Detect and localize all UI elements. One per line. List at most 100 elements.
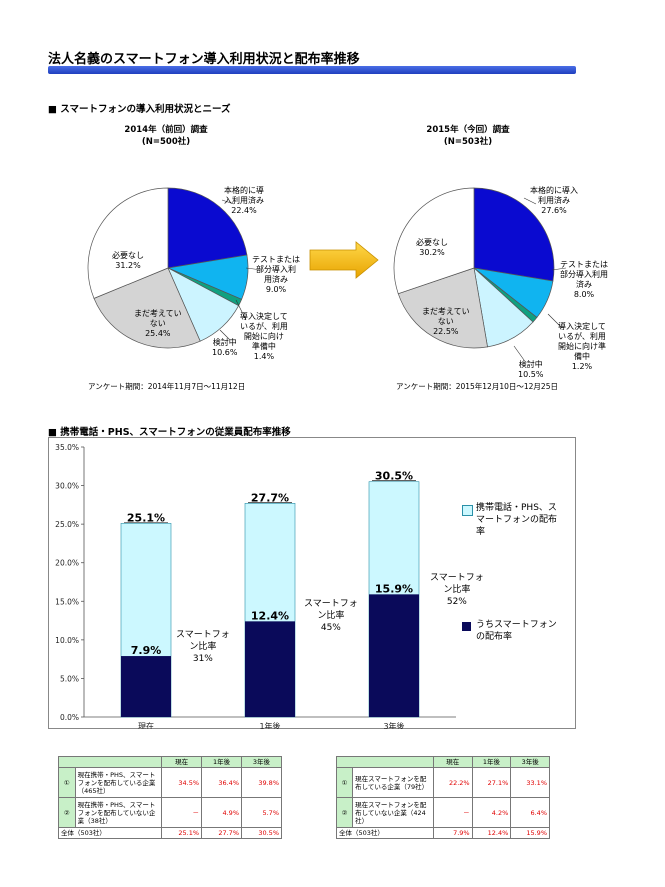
pie1-label-considering: 検討中 10.6% bbox=[212, 338, 237, 358]
table-cell: － bbox=[161, 797, 203, 828]
bar-smartphone bbox=[121, 656, 171, 717]
table-row-no: ① bbox=[335, 767, 354, 798]
pie1-label-unneeded-l1: 必要なし bbox=[112, 251, 144, 260]
pie2-label-full: 本格的に導入 利用済み 27.6% bbox=[530, 186, 578, 216]
y-tick-label: 30.0% bbox=[55, 482, 79, 491]
pie2-label-decided-l4: 備中 bbox=[574, 352, 590, 361]
bar-annotation-now: スマートフォ ン比率 31% bbox=[176, 629, 230, 665]
pie2-title-line1: 2015年（今回）調査 bbox=[426, 125, 510, 135]
data-label-total: 25.1% bbox=[127, 511, 165, 524]
y-tick-label: 15.0% bbox=[55, 597, 79, 606]
table-row-total: 全体（503社） 25.1% 27.7% 30.5% bbox=[57, 827, 282, 839]
table-row-desc: 全体（503社） bbox=[57, 827, 163, 839]
legend-label-total-l3: 率 bbox=[476, 527, 486, 537]
table-header-now: 現在 bbox=[432, 756, 473, 768]
pie1-survey-period: アンケート期間：2014年11月7日～11月12日 bbox=[88, 382, 246, 391]
pie1-slices bbox=[87, 187, 249, 349]
pie2-label-considering-pct: 10.5% bbox=[518, 370, 544, 379]
data-label-total: 30.5% bbox=[375, 470, 413, 483]
arrow-icon bbox=[309, 241, 379, 279]
section-title-distribution: ■ 携帯電話・PHS、スマートフォンの従業員配布率推移 bbox=[48, 427, 291, 438]
pie2-label-test: テストまたは 部分導入利用 済み 8.0% bbox=[560, 260, 608, 300]
table-row: ① 現在携帯・PHS、スマートフォンを配布している企業（465社） 34.5% … bbox=[58, 767, 282, 798]
table-cell: 6.4% bbox=[510, 797, 550, 828]
legend-label-smart: うちスマートフォン の配布率 bbox=[476, 619, 557, 643]
table-row-desc: 全体（503社） bbox=[336, 827, 434, 839]
bar-smartphone bbox=[245, 621, 295, 717]
pie1-label-decided-l2: いるが、利用 bbox=[240, 322, 288, 331]
y-tick-label: 5.0% bbox=[60, 674, 79, 683]
pie2-label-unneeded: 必要なし 30.2% bbox=[416, 238, 448, 258]
pie2-label-considering: 検討中 10.5% bbox=[518, 360, 543, 380]
section-title-adoption: ■ スマートフォンの導入利用状況とニーズ bbox=[48, 104, 231, 115]
pie1-title: 2014年（前回）調査 (N=500社) bbox=[66, 124, 266, 148]
table-row-desc: 現在スマートフォンを配布していない企業（424社） bbox=[352, 797, 434, 828]
pie2-survey-period: アンケート期間：2015年12月10日～12月25日 bbox=[396, 382, 558, 391]
table-cell: 4.9% bbox=[201, 797, 242, 828]
table-cell: 25.1% bbox=[161, 827, 203, 839]
legend-label-total-l2: マートフォンの配布 bbox=[476, 515, 558, 525]
pie1-slice-notyet bbox=[93, 267, 201, 349]
table-cell: 27.1% bbox=[471, 767, 512, 798]
pie1-label-full-l1: 本格的に導 bbox=[224, 186, 264, 195]
pie1-label-notyet-pct: 25.4% bbox=[145, 329, 171, 338]
x-tick-label: 1年後 bbox=[259, 721, 280, 729]
table-row: ② 現在携帯・PHS、スマートフォンを配布していない企業（38社） － 4.9%… bbox=[58, 797, 282, 828]
legend-label-smart-l1: うちスマートフォン bbox=[476, 620, 557, 630]
pie2-label-full-pct: 27.6% bbox=[541, 206, 567, 215]
pie1-slice-unneeded bbox=[87, 187, 169, 299]
pie2-label-notyet-l2: ない bbox=[437, 317, 454, 326]
table-row: ① 現在スマートフォンを配布している企業（79社） 22.2% 27.1% 33… bbox=[335, 767, 550, 798]
pie2-label-test-pct: 8.0% bbox=[573, 290, 595, 299]
pie2-label-decided-l2: いるが、利用 bbox=[558, 332, 606, 341]
pie1-label-decided-l4: 準備中 bbox=[251, 342, 276, 351]
pie-leader-line bbox=[513, 345, 525, 361]
table-smartphone-distribution: 現在 1年後 3年後 ① 現在スマートフォンを配布している企業（79社） 22.… bbox=[335, 756, 550, 839]
pie-leader-line bbox=[551, 267, 567, 271]
table-header-row: 現在 1年後 3年後 bbox=[336, 756, 550, 768]
pie1-slice-full bbox=[167, 187, 248, 269]
pie-leader-line bbox=[235, 299, 247, 321]
pie2-label-test-l2: 部分導入利用 bbox=[560, 270, 608, 279]
data-label-smartphone: 15.9% bbox=[375, 582, 413, 595]
pie1-label-notyet-l1: まだ考えてい bbox=[134, 309, 182, 318]
table-header-3yr: 3年後 bbox=[510, 756, 550, 768]
pie2-title-line2: (N=503社) bbox=[443, 137, 493, 147]
table-header-1yr: 1年後 bbox=[201, 756, 242, 768]
pie2-label-decided-l3: 開始に向け準 bbox=[558, 342, 606, 351]
pie1-label-full: 本格的に導 入利用済み 22.4% bbox=[224, 186, 264, 216]
data-label-smartphone: 12.4% bbox=[251, 609, 289, 622]
pie2-label-notyet-l1: まだ考えてい bbox=[422, 307, 470, 316]
bar-annotation-1yr: スマートフォ ン比率 45% bbox=[304, 598, 358, 634]
pie1-label-test-pct: 9.0% bbox=[265, 285, 287, 294]
pie-leader-line bbox=[221, 199, 235, 205]
y-tick-label: 25.0% bbox=[55, 520, 79, 529]
table-cell: 7.9% bbox=[432, 827, 473, 839]
bar-annotation-3yr: スマートフォ ン比率 52% bbox=[430, 572, 484, 608]
x-tick-label: 現在 bbox=[138, 721, 154, 729]
pie-leader-line bbox=[523, 197, 537, 205]
table-header-3yr: 3年後 bbox=[241, 756, 282, 768]
pie1-label-decided: 導入決定して いるが、利用 開始に向け 準備中 1.4% bbox=[240, 312, 288, 362]
table-cell: 34.5% bbox=[161, 767, 203, 798]
bar-annotation-3yr-l1: スマートフォ bbox=[430, 573, 484, 583]
pie2-label-test-l3: 済み bbox=[576, 280, 592, 289]
pie-leader-line bbox=[547, 313, 563, 329]
y-tick-label: 0.0% bbox=[60, 713, 79, 722]
pie1-label-decided-pct: 1.4% bbox=[253, 352, 275, 361]
bar-annotation-1yr-l1: スマートフォ bbox=[304, 599, 358, 609]
bar-annotation-now-l1: スマートフォ bbox=[176, 630, 230, 640]
pie2-label-considering-l1: 検討中 bbox=[518, 360, 543, 369]
pie1-label-unneeded-pct: 31.2% bbox=[115, 261, 141, 270]
pie1-label-considering-l1: 検討中 bbox=[212, 338, 237, 347]
bar-annotation-3yr-pct: 52% bbox=[446, 597, 467, 607]
table-cell: 33.1% bbox=[510, 767, 550, 798]
table-header-blank bbox=[336, 756, 434, 768]
pie2-label-notyet: まだ考えてい ない 22.5% bbox=[422, 307, 470, 337]
pie2-slices bbox=[393, 187, 555, 349]
table-header-1yr: 1年後 bbox=[471, 756, 512, 768]
table-cell: 22.2% bbox=[432, 767, 473, 798]
table-header-row: 現在 1年後 3年後 bbox=[57, 756, 282, 768]
pie1-label-test-l2: 部分導入利 bbox=[256, 265, 296, 274]
pie2-slice-full bbox=[473, 187, 555, 282]
